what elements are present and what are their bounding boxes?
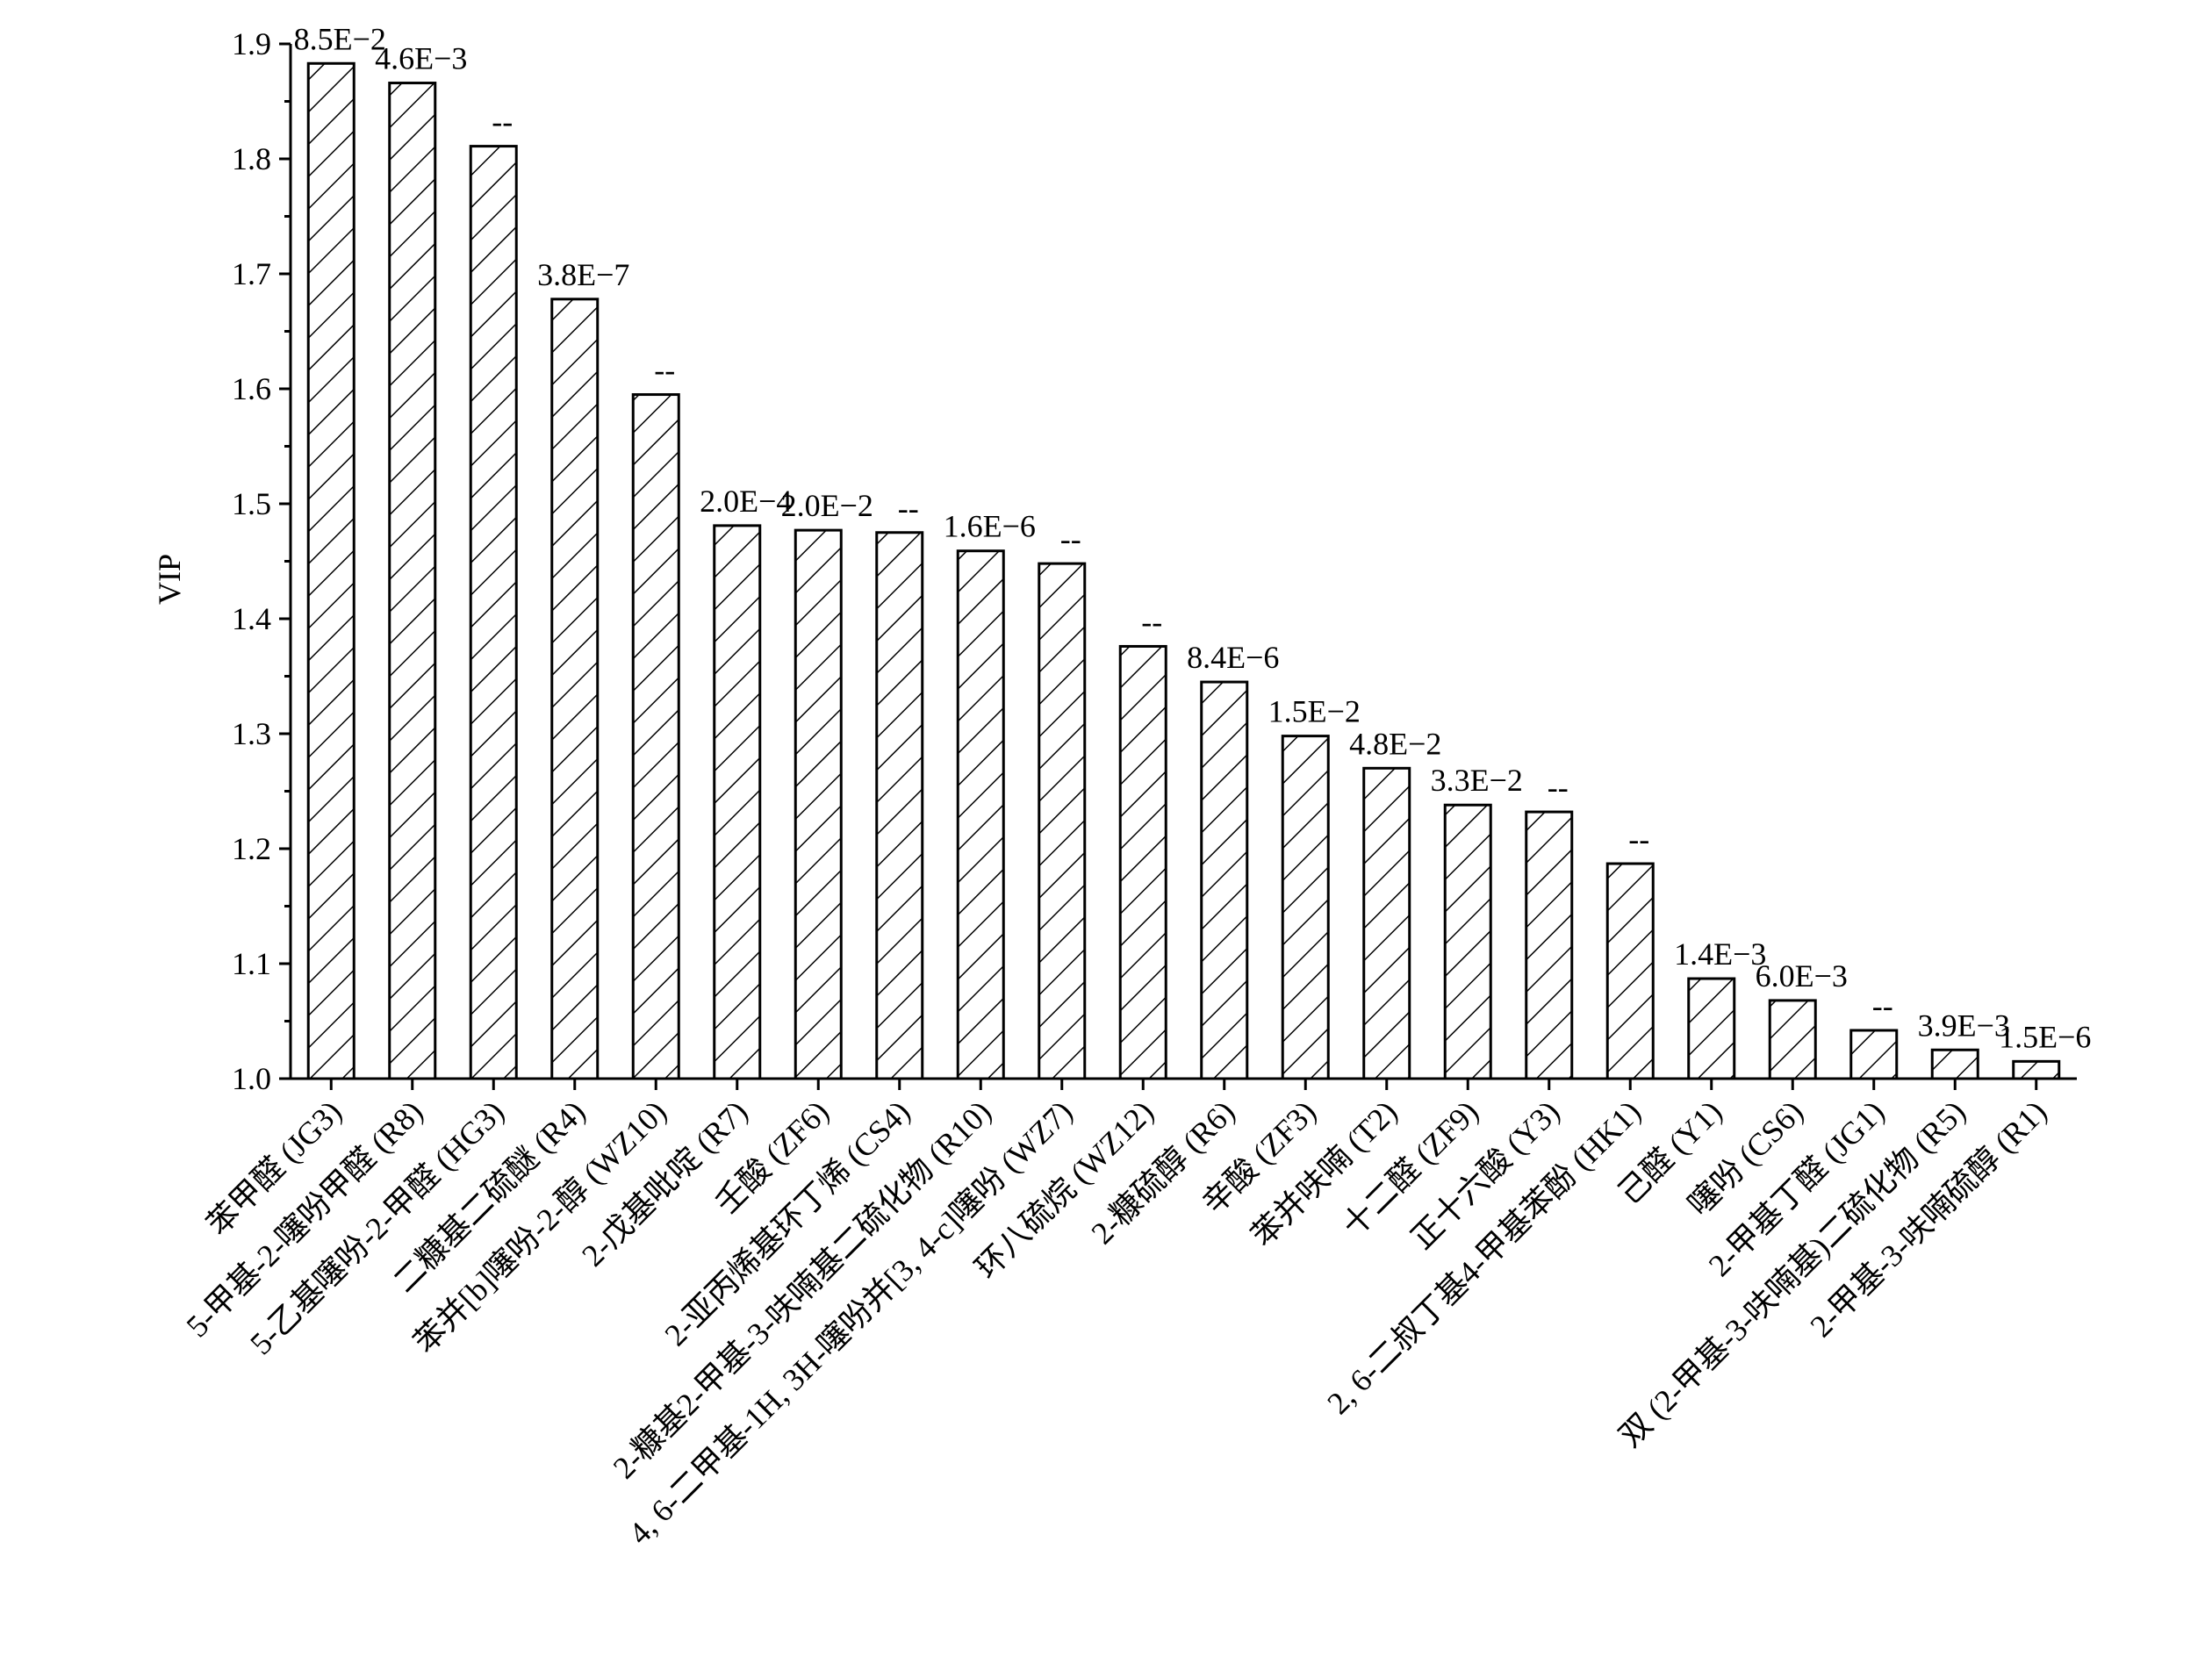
- annotation: 8.4E−6: [1187, 640, 1279, 675]
- bar: [1281, 735, 1330, 1080]
- bar: [1605, 862, 1655, 1080]
- annotation: 1.4E−3: [1674, 936, 1766, 972]
- annotation: --: [1872, 988, 1893, 1023]
- x-tick-label: 2-糠基2-甲基-3-呋喃基二硫化物 (R10): [607, 1094, 998, 1485]
- bar: [1930, 1048, 1979, 1080]
- bar: [875, 531, 924, 1080]
- bar: [550, 298, 600, 1080]
- annotation: 4.6E−3: [375, 41, 467, 76]
- annotation: --: [1141, 604, 1162, 639]
- y-tick-label: 1.0: [232, 1061, 271, 1096]
- y-tick-label: 1.9: [232, 26, 271, 61]
- bar: [469, 145, 518, 1080]
- y-tick-label: 1.7: [232, 256, 271, 291]
- bar: [713, 524, 762, 1080]
- y-tick-label: 1.6: [232, 371, 271, 406]
- bar: [306, 61, 356, 1080]
- annotation: 6.0E−3: [1756, 958, 1848, 993]
- bar: [1687, 977, 1736, 1080]
- annotation: --: [898, 491, 919, 526]
- x-tick-label: 2-糠硫醇 (R6): [1085, 1094, 1242, 1251]
- bar: [1443, 803, 1492, 1080]
- bar: [1525, 810, 1574, 1080]
- annotation: 3.8E−7: [537, 257, 629, 292]
- annotation: 1.6E−6: [944, 509, 1036, 544]
- annotation: --: [1628, 821, 1649, 857]
- annotation: --: [654, 353, 675, 388]
- bar: [2012, 1059, 2061, 1080]
- annotation: 2.0E−2: [781, 488, 873, 523]
- annotation: 3.9E−3: [1918, 1008, 2010, 1043]
- bar: [388, 82, 437, 1080]
- bar: [631, 393, 680, 1080]
- y-tick-label: 1.5: [232, 486, 271, 521]
- bar: [1768, 999, 1817, 1080]
- annotation: 1.5E−2: [1268, 694, 1361, 729]
- y-tick-label: 1.4: [232, 601, 271, 636]
- annotation: --: [1060, 521, 1081, 556]
- bar: [1849, 1029, 1899, 1080]
- annotation: --: [1548, 770, 1569, 805]
- bar: [1038, 562, 1087, 1080]
- annotation: 2.0E−4: [700, 484, 792, 519]
- annotation: 8.5E−2: [294, 21, 386, 56]
- y-tick-label: 1.2: [232, 831, 271, 866]
- bar: [956, 549, 1005, 1080]
- annotation: 1.5E−6: [1999, 1019, 2091, 1054]
- y-axis-title: VIP: [152, 554, 187, 605]
- annotation: 4.8E−2: [1349, 726, 1441, 761]
- annotation: 3.3E−2: [1431, 763, 1523, 798]
- annotation: --: [492, 104, 513, 140]
- bar: [794, 528, 843, 1080]
- bar: [1200, 680, 1249, 1080]
- y-tick-label: 1.8: [232, 141, 271, 176]
- bar: [1118, 644, 1167, 1080]
- bar: [1362, 766, 1411, 1080]
- y-tick-label: 1.3: [232, 716, 271, 751]
- y-tick-label: 1.1: [232, 946, 271, 981]
